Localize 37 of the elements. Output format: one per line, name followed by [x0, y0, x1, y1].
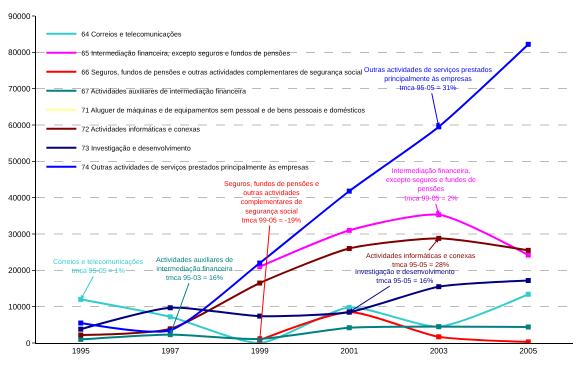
y-tick-label: 60000 — [8, 120, 31, 130]
point — [526, 248, 531, 253]
x-tick-label: 1995 — [72, 346, 90, 356]
point — [168, 314, 173, 320]
point — [346, 188, 352, 194]
y-tick-label: 70000 — [8, 84, 31, 94]
y-tick-label: 50000 — [8, 157, 31, 166]
x-tick-label: 1997 — [161, 346, 180, 356]
point — [257, 280, 262, 286]
point — [346, 246, 352, 252]
point — [78, 336, 84, 342]
point — [257, 260, 262, 266]
point — [78, 320, 84, 326]
point — [526, 252, 531, 258]
y-tick-label: 0 — [26, 338, 31, 348]
y-tick-label: 20000 — [8, 266, 31, 276]
point — [436, 284, 442, 290]
point — [78, 332, 84, 338]
y-tick-label: 10000 — [8, 302, 31, 312]
y-tick-label: 80000 — [8, 48, 31, 58]
point — [436, 334, 442, 340]
point — [346, 228, 352, 233]
x-tick-label: 2001 — [340, 346, 359, 356]
y-tick-label: 90000 — [8, 12, 31, 21]
point — [526, 42, 531, 47]
x-tick-label: 2005 — [519, 346, 538, 356]
point — [526, 278, 531, 284]
y-tick-label: 30000 — [8, 230, 31, 239]
point — [526, 324, 531, 330]
point — [78, 326, 84, 332]
point — [526, 292, 531, 297]
point — [526, 339, 531, 343]
x-tick-label: 2003 — [430, 346, 448, 356]
y-tick-label: 40000 — [8, 193, 31, 202]
point — [168, 305, 173, 310]
point — [346, 325, 352, 330]
x-tick-label: 1999 — [250, 346, 270, 356]
